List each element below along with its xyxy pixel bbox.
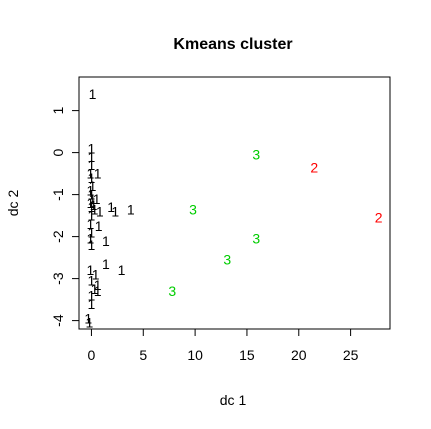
point-cluster-1: 1 xyxy=(88,170,96,186)
point-cluster-1: 1 xyxy=(111,203,119,219)
point-cluster-1: 1 xyxy=(87,262,95,278)
point-cluster-1: 1 xyxy=(127,201,135,217)
point-cluster-1: 1 xyxy=(88,149,96,165)
y-axis: -4 -3 -2 -1 0 1 xyxy=(50,106,80,327)
point-cluster-1: 1 xyxy=(118,262,126,278)
point-cluster-3: 3 xyxy=(189,201,197,217)
y-tick-label: -2 xyxy=(50,230,66,243)
x-tick-label: 20 xyxy=(291,347,307,363)
point-cluster-1: 1 xyxy=(96,203,104,219)
point-cluster-1: 1 xyxy=(87,216,95,232)
y-tick-label: 1 xyxy=(50,106,66,114)
x-tick-label: 15 xyxy=(239,347,255,363)
x-tick-label: 0 xyxy=(88,347,96,363)
point-cluster-1: 1 xyxy=(88,224,96,240)
point-cluster-1: 1 xyxy=(87,166,95,182)
point-cluster-1: 1 xyxy=(90,197,98,213)
point-cluster-1: 1 xyxy=(87,182,95,198)
point-cluster-3: 3 xyxy=(252,147,260,163)
y-tick-label: -1 xyxy=(50,188,66,201)
chart-title: Kmeans cluster xyxy=(173,36,292,53)
y-tick-label: -4 xyxy=(50,314,66,327)
x-tick-label: 5 xyxy=(139,347,147,363)
point-cluster-1: 1 xyxy=(85,315,93,331)
point-cluster-1: 1 xyxy=(88,187,96,203)
point-cluster-1: 1 xyxy=(87,195,95,211)
plot-frame xyxy=(78,76,391,330)
point-cluster-1: 1 xyxy=(88,273,96,289)
point-cluster-1: 1 xyxy=(89,191,97,207)
point-cluster-1: 1 xyxy=(88,237,96,253)
point-cluster-1: 1 xyxy=(94,283,102,299)
point-cluster-1: 1 xyxy=(88,140,96,156)
point-cluster-1: 1 xyxy=(88,199,96,215)
point-cluster-1: 1 xyxy=(93,191,101,207)
point-cluster-1: 1 xyxy=(88,208,96,224)
y-tick-label: -3 xyxy=(50,272,66,285)
point-cluster-1: 1 xyxy=(92,266,100,282)
point-cluster-1: 1 xyxy=(88,287,96,303)
point-cluster-2: 2 xyxy=(310,159,318,175)
point-cluster-1: 1 xyxy=(94,166,102,182)
point-cluster-3: 3 xyxy=(223,252,231,268)
point-cluster-1: 1 xyxy=(94,277,102,293)
point-cluster-1: 1 xyxy=(91,201,99,217)
point-cluster-1: 1 xyxy=(89,178,97,194)
point-cluster-1: 1 xyxy=(91,281,99,297)
x-tick-label: 10 xyxy=(187,347,203,363)
point-cluster-3: 3 xyxy=(252,231,260,247)
point-cluster-1: 1 xyxy=(84,311,92,327)
point-cluster-1: 1 xyxy=(107,199,115,215)
point-cluster-1: 1 xyxy=(87,231,95,247)
x-tick-label: 25 xyxy=(343,347,359,363)
x-axis-label: dc 1 xyxy=(220,392,247,408)
x-axis: 0 5 10 15 20 25 xyxy=(88,328,359,363)
point-cluster-1: 1 xyxy=(102,233,110,249)
y-axis-label: dc 2 xyxy=(5,190,21,217)
point-cluster-1: 1 xyxy=(95,218,103,234)
point-cluster-1: 1 xyxy=(88,157,96,173)
point-cluster-3: 3 xyxy=(168,283,176,299)
point-cluster-1: 1 xyxy=(88,296,96,312)
y-tick-label: 0 xyxy=(50,148,66,156)
point-cluster-2: 2 xyxy=(375,210,383,226)
point-cluster-1: 1 xyxy=(89,86,97,102)
point-cluster-1: 1 xyxy=(102,256,110,272)
